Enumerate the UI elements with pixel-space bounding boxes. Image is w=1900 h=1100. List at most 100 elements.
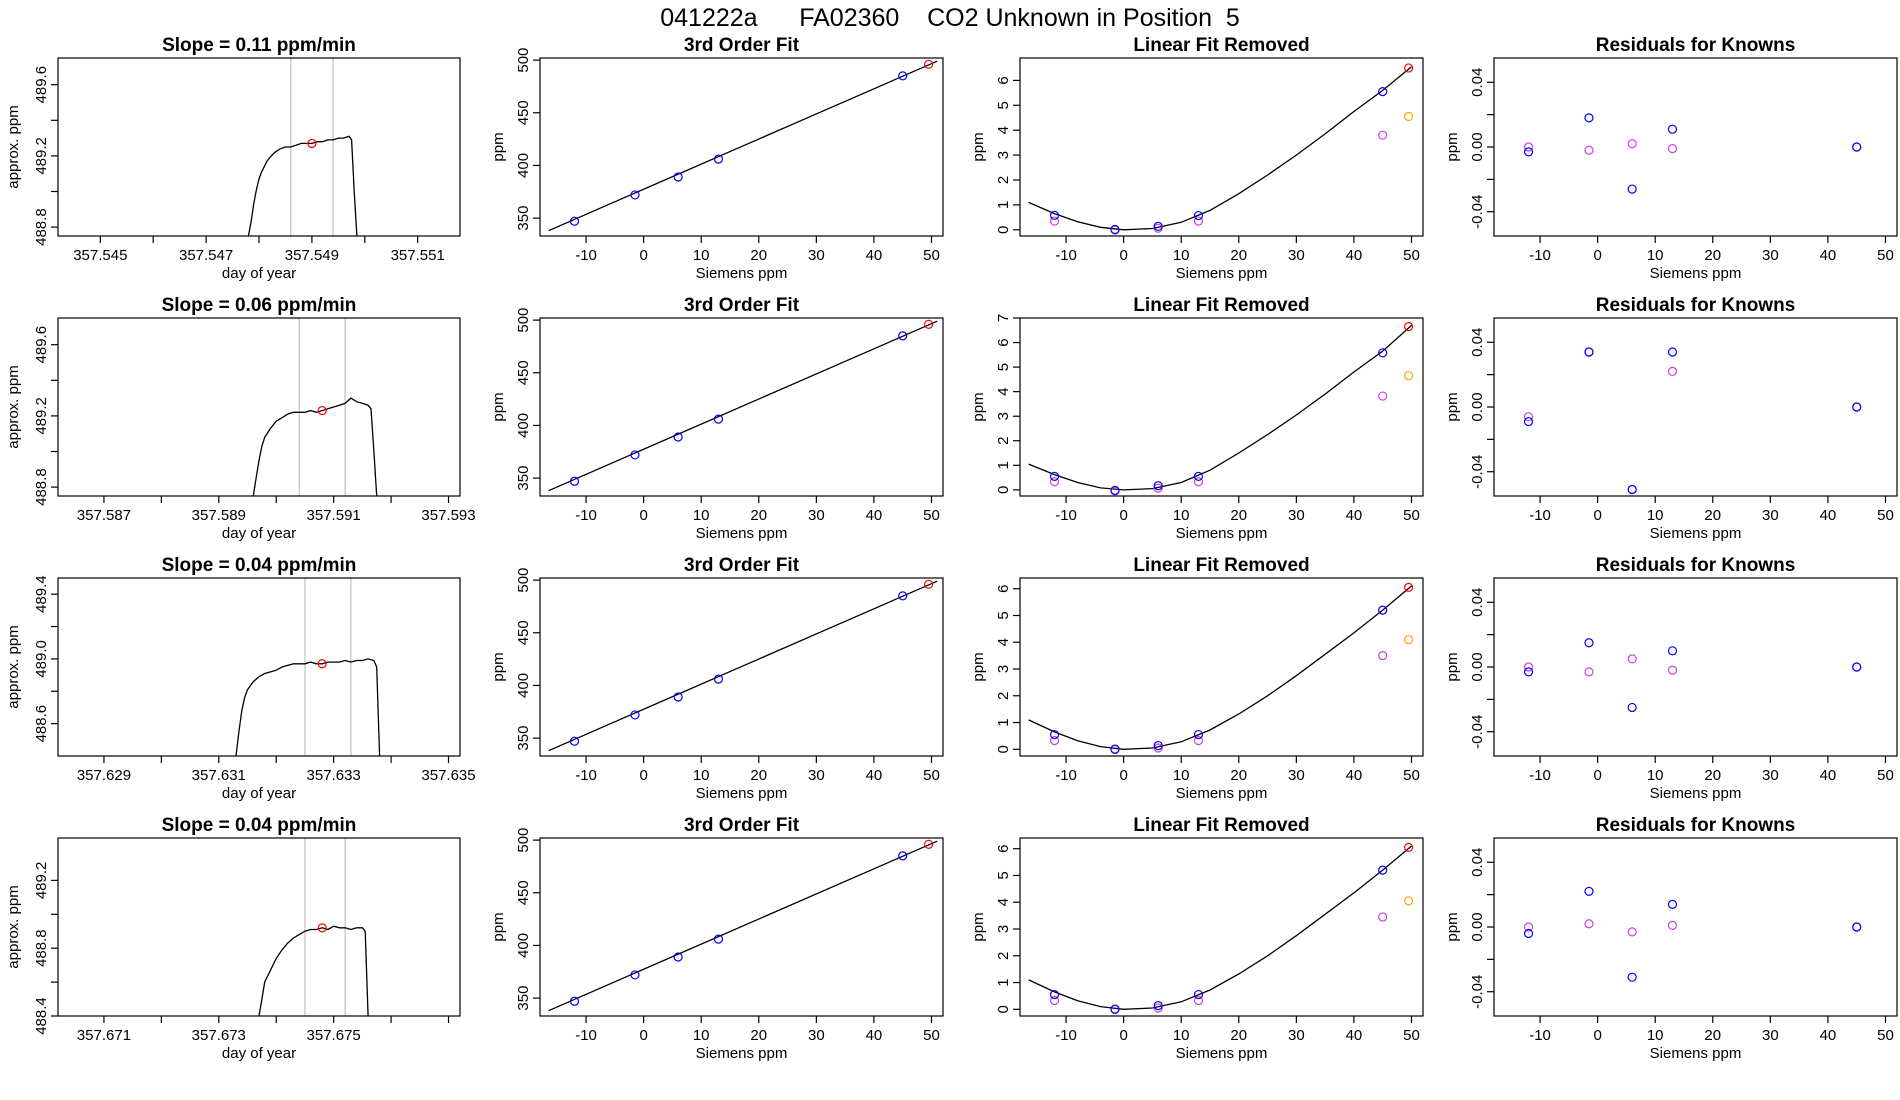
panel-r1-timeseries: Slope = 0.06 ppm/min 357.587 357.589 357.59… bbox=[5, 295, 476, 542]
y-tick-label: 350 bbox=[515, 206, 532, 231]
y-tick-label: 0 bbox=[995, 1005, 1012, 1013]
y-tick-label: 2 bbox=[995, 176, 1012, 184]
x-tick-label: 357.671 bbox=[77, 1027, 131, 1044]
point-blue bbox=[630, 970, 640, 980]
x-axis-label: Siemens ppm bbox=[696, 785, 788, 802]
y-tick-label: 0.00 bbox=[1469, 392, 1486, 421]
point-blue bbox=[673, 432, 683, 442]
y-tick-label: 350 bbox=[515, 726, 532, 751]
panel-title: Slope = 0.04 ppm/min bbox=[162, 555, 357, 576]
point-blue bbox=[1049, 729, 1060, 740]
panel-r0-fit: 3rd Order Fit -10 0 10 20 30 40 50 Siemens ppm 35… bbox=[490, 35, 944, 282]
y-tick-label: 0.00 bbox=[1469, 912, 1486, 941]
x-tick-label: 20 bbox=[750, 767, 767, 784]
x-tick-label: 357.545 bbox=[73, 247, 127, 264]
point-blue bbox=[673, 952, 683, 962]
point-magenta bbox=[1523, 662, 1534, 672]
point-blue bbox=[1153, 221, 1163, 231]
point-blue bbox=[1852, 662, 1862, 672]
panel-r3-linear: Linear Fit Removed-10 0 10 20 30 40 50Siemens … bbox=[970, 815, 1424, 1062]
y-tick-label: 500 bbox=[515, 828, 532, 853]
y-tick-label: 488.4 bbox=[33, 997, 50, 1035]
x-tick-label: 50 bbox=[1877, 767, 1894, 784]
point-blue bbox=[1667, 646, 1678, 656]
point-blue bbox=[1193, 210, 1204, 221]
y-tick-label: 1 bbox=[995, 201, 1012, 209]
plot-area bbox=[235, 658, 381, 756]
x-tick-label: 50 bbox=[1403, 507, 1420, 524]
y-axis-label: ppm bbox=[970, 912, 987, 941]
x-tick-label: 40 bbox=[866, 247, 883, 264]
point-magenta bbox=[1667, 920, 1678, 930]
point-blue bbox=[898, 591, 908, 601]
y-tick-label: 0 bbox=[995, 486, 1012, 494]
point-magenta bbox=[1667, 665, 1678, 675]
x-axis-label: Siemens ppm bbox=[1176, 785, 1268, 802]
point-blue bbox=[1627, 972, 1637, 982]
point-magenta bbox=[1523, 142, 1534, 152]
y-tick-label: 5 bbox=[995, 101, 1012, 109]
x-tick-label: 0 bbox=[639, 247, 647, 264]
y-axis-label: approx. ppm bbox=[5, 625, 22, 708]
x-tick-label: -10 bbox=[1055, 247, 1077, 264]
plot-frame bbox=[57, 317, 461, 497]
x-tick-label: -10 bbox=[1529, 247, 1551, 264]
x-tick-label: 40 bbox=[1820, 247, 1837, 264]
x-tick-label: 10 bbox=[1647, 1027, 1664, 1044]
x-axis-label: day of year bbox=[222, 265, 296, 282]
point-red bbox=[924, 839, 934, 849]
x-axis-label: Siemens ppm bbox=[696, 265, 788, 282]
y-axis-label: approx. ppm bbox=[5, 105, 22, 188]
x-tick-label: 40 bbox=[1820, 1027, 1837, 1044]
x-tick-label: 50 bbox=[1877, 1027, 1894, 1044]
x-tick-label: 20 bbox=[750, 247, 767, 264]
panel-title: Linear Fit Removed bbox=[1133, 295, 1309, 316]
point-red bbox=[924, 319, 934, 329]
plot-frame bbox=[57, 837, 461, 1017]
point-magenta bbox=[1193, 735, 1204, 746]
y-tick-label: 4 bbox=[995, 898, 1012, 906]
y-tick-label: 450 bbox=[515, 360, 532, 385]
point-magenta bbox=[1153, 483, 1163, 493]
point-red bbox=[924, 579, 934, 589]
x-tick-label: 30 bbox=[1762, 767, 1779, 784]
x-tick-label: 10 bbox=[1647, 767, 1664, 784]
y-tick-label: 4 bbox=[995, 387, 1012, 395]
x-axis-label: day of year bbox=[222, 1045, 296, 1062]
panel-title: Linear Fit Removed bbox=[1133, 35, 1309, 56]
x-tick-label: 30 bbox=[1288, 767, 1305, 784]
point-blue bbox=[713, 414, 724, 424]
x-tick-label: 20 bbox=[1704, 507, 1721, 524]
panel-title: 3rd Order Fit bbox=[684, 815, 800, 836]
x-tick-label: 30 bbox=[1288, 507, 1305, 524]
x-axis-label: day of year bbox=[222, 525, 296, 542]
y-tick-label: 400 bbox=[515, 673, 532, 698]
y-tick-label: 500 bbox=[515, 308, 532, 333]
x-tick-label: -10 bbox=[575, 507, 597, 524]
x-tick-label: 30 bbox=[808, 767, 825, 784]
plot-area bbox=[1028, 842, 1414, 1015]
point-magenta bbox=[1193, 995, 1204, 1006]
plot-frame bbox=[1493, 577, 1898, 757]
x-tick-label: 357.593 bbox=[421, 507, 475, 524]
point-blue bbox=[1193, 471, 1204, 481]
plot-area bbox=[1028, 582, 1414, 755]
x-tick-label: -10 bbox=[575, 767, 597, 784]
x-tick-label: 30 bbox=[1288, 247, 1305, 264]
y-tick-label: 500 bbox=[515, 48, 532, 73]
x-tick-label: 50 bbox=[1877, 247, 1894, 264]
x-axis-label: Siemens ppm bbox=[1176, 265, 1268, 282]
x-tick-label: 20 bbox=[750, 1027, 767, 1044]
plot-area bbox=[258, 923, 369, 1016]
y-axis-label: approx. ppm bbox=[5, 365, 22, 448]
x-tick-label: 40 bbox=[866, 507, 883, 524]
y-tick-label: 488.6 bbox=[33, 705, 50, 743]
y-tick-label: 1 bbox=[995, 978, 1012, 986]
plot-frame bbox=[1019, 317, 1424, 497]
fit-curve bbox=[1028, 585, 1412, 750]
x-tick-label: 40 bbox=[1346, 507, 1363, 524]
y-tick-label: 0.04 bbox=[1469, 588, 1486, 617]
point-red bbox=[317, 405, 327, 416]
point-magenta bbox=[1193, 477, 1204, 487]
x-axis-label: day of year bbox=[222, 785, 296, 802]
